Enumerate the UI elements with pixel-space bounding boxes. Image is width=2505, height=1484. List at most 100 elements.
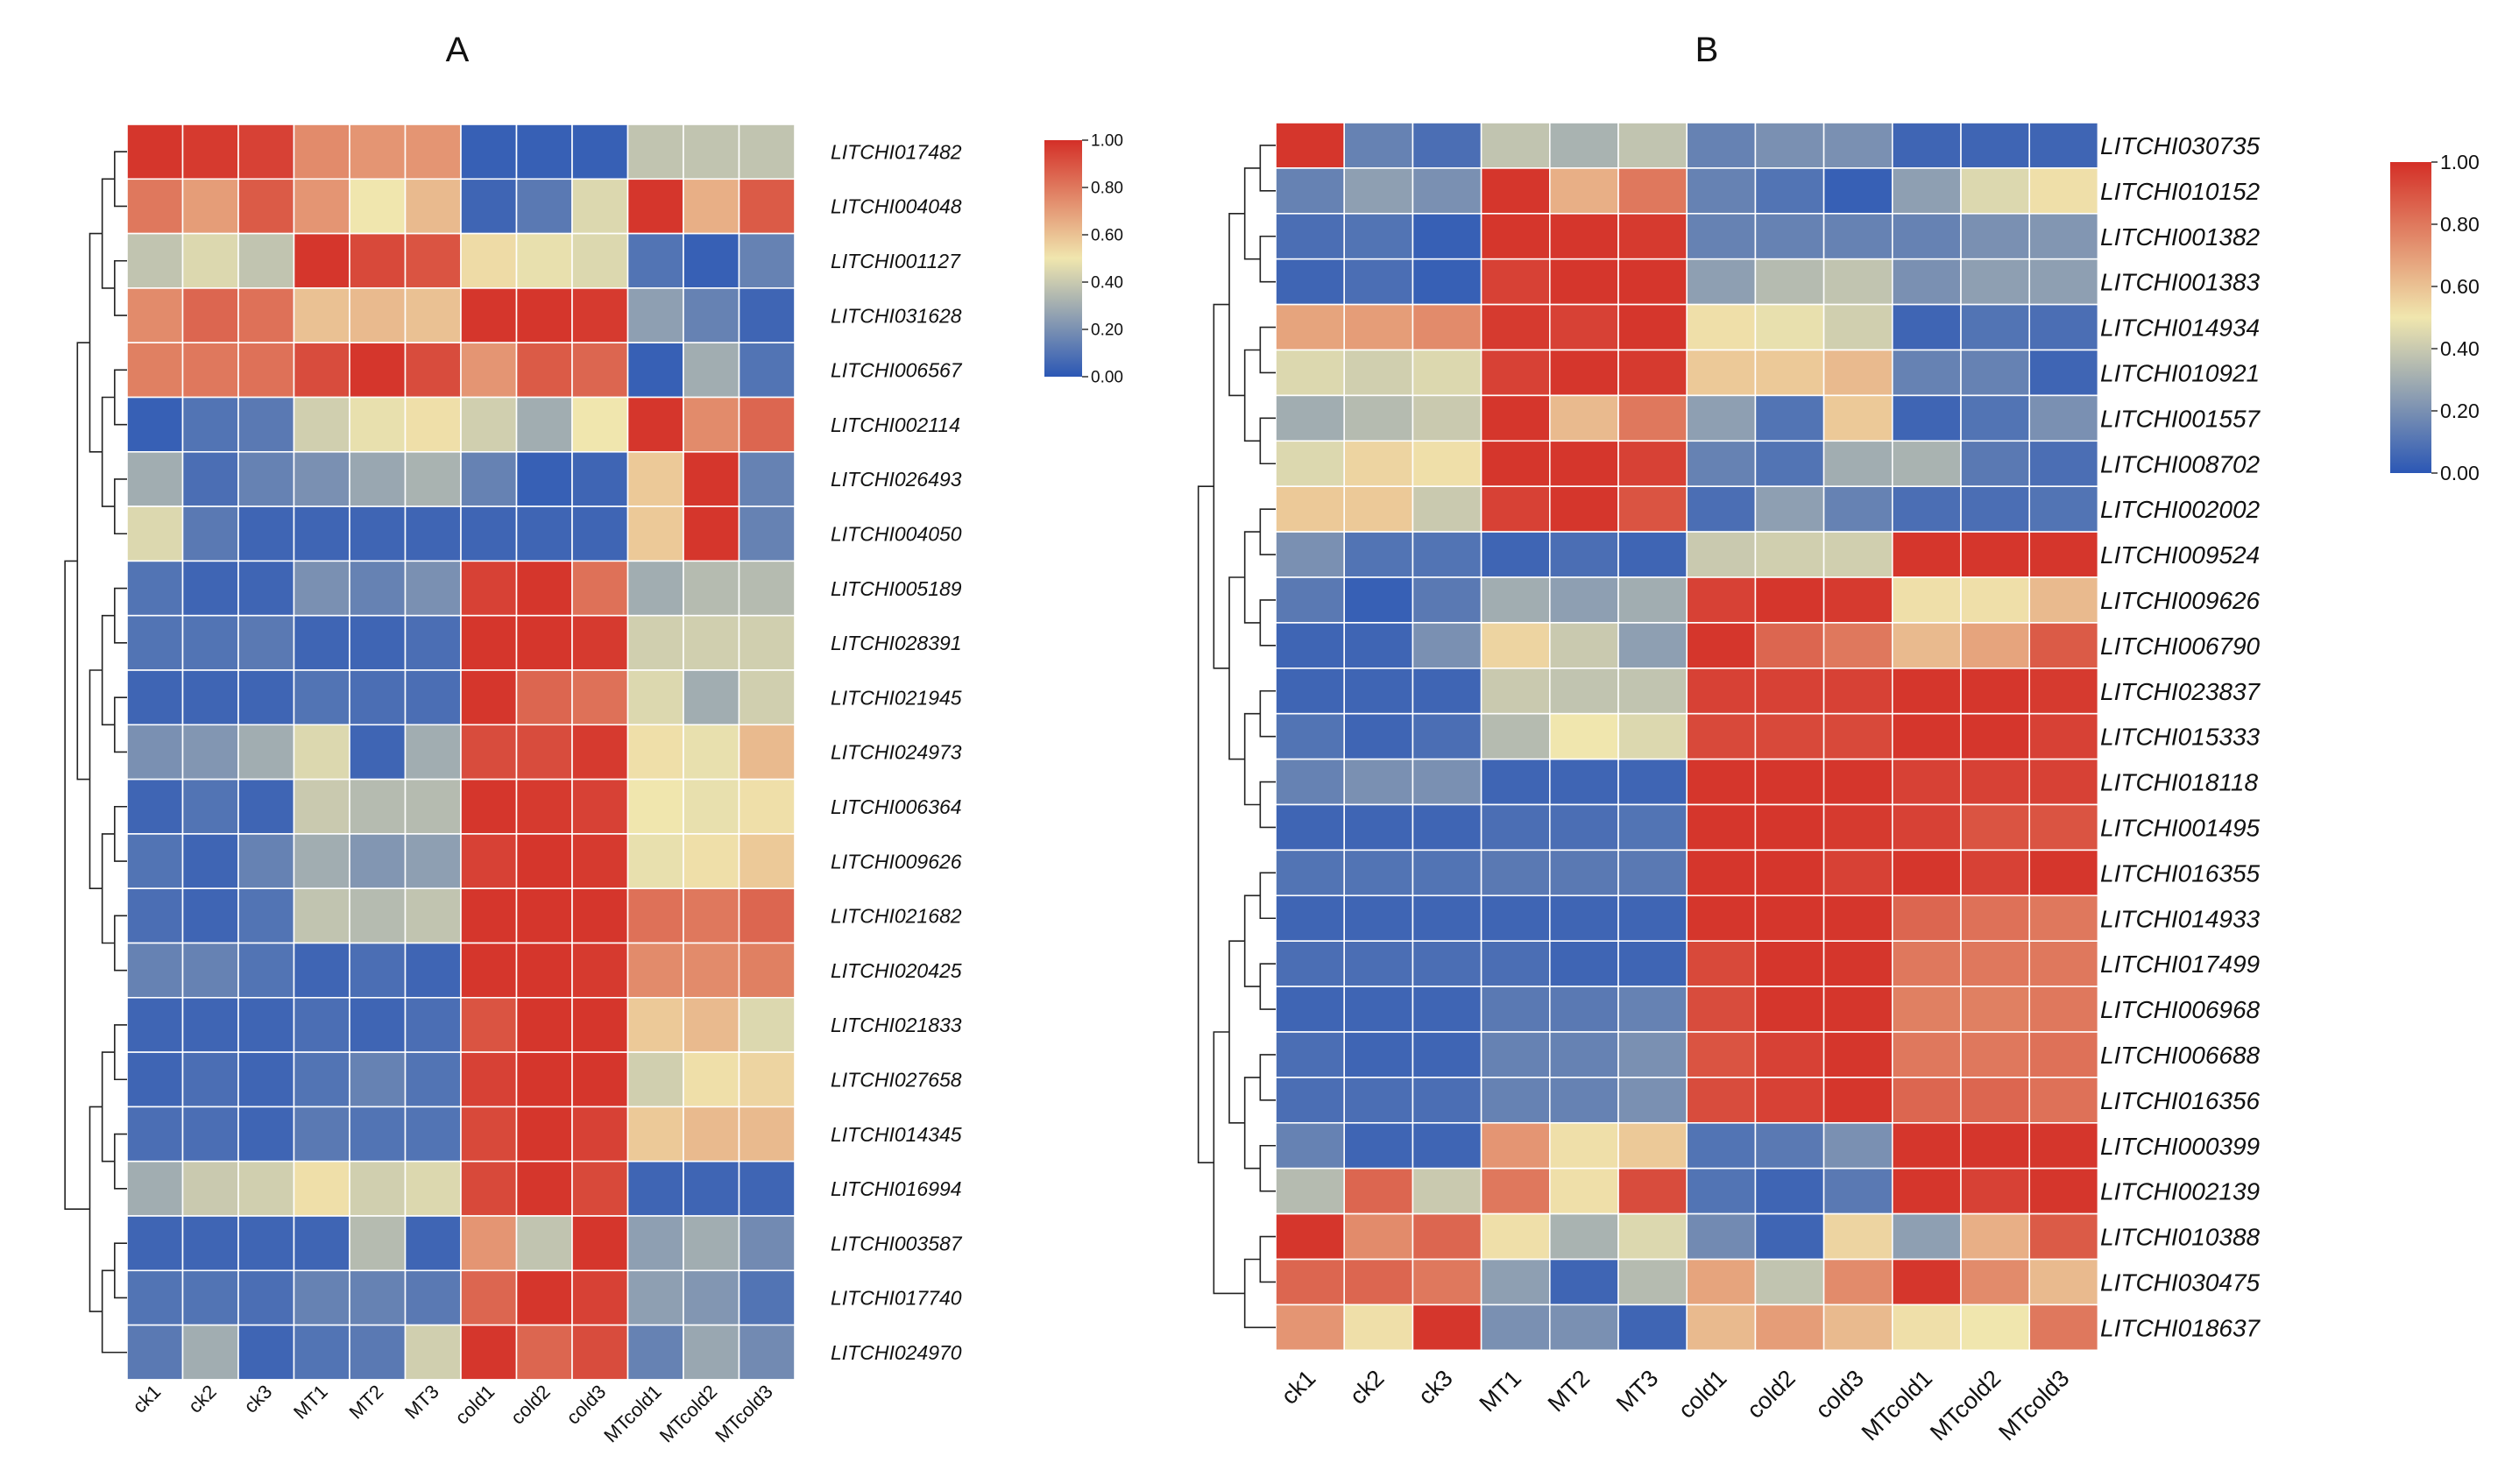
- heatmap-cell: [1275, 1167, 1345, 1215]
- heatmap-cell: [1343, 712, 1414, 760]
- heatmap-cell: [404, 450, 462, 507]
- heatmap-cell: [571, 669, 629, 726]
- heatmap-cell: [1892, 1304, 1962, 1352]
- heatmap-cell: [181, 287, 239, 343]
- heatmap-cell: [1480, 167, 1551, 215]
- heatmap-cell: [1960, 622, 2030, 669]
- colorbar-tick-label: 0.00: [2440, 462, 2480, 484]
- heatmap-cell: [1822, 712, 1893, 760]
- heatmap-cell: [1754, 803, 1825, 852]
- heatmap-cell: [1412, 667, 1482, 715]
- heatmap-cell: [683, 1051, 740, 1108]
- row-label: LITCHI002114: [831, 413, 960, 436]
- heatmap-cell: [237, 560, 295, 617]
- heatmap-cell: [571, 1051, 629, 1108]
- colorbar-tick-label: 0.00: [1091, 369, 1123, 387]
- heatmap-cell: [626, 232, 684, 289]
- heatmap-cell: [1480, 894, 1551, 942]
- heatmap-cell: [683, 232, 740, 289]
- heatmap-cell: [349, 669, 407, 726]
- heatmap-cell: [404, 124, 462, 180]
- heatmap-cell: [1549, 1031, 1619, 1078]
- heatmap-cell: [2028, 122, 2099, 169]
- heatmap-cell: [237, 232, 295, 289]
- heatmap-cell: [293, 178, 350, 235]
- heatmap-cell: [738, 505, 796, 562]
- heatmap-cell: [1480, 803, 1551, 852]
- heatmap-cell: [1275, 849, 1345, 897]
- heatmap-cell: [626, 724, 684, 781]
- heatmap-cell: [1275, 485, 1345, 533]
- heatmap-cell: [1686, 1031, 1757, 1078]
- heatmap-cell: [1412, 213, 1482, 260]
- heatmap-cell: [2028, 485, 2099, 533]
- heatmap-cell: [1960, 1212, 2030, 1261]
- heatmap-cell: [349, 505, 407, 562]
- heatmap-cell: [2028, 758, 2099, 806]
- panel-label: A: [446, 31, 470, 69]
- heatmap-cell: [1549, 667, 1619, 715]
- heatmap-cell: [683, 1160, 740, 1217]
- row-label: LITCHI001127: [831, 250, 961, 272]
- heatmap-cell: [181, 1106, 239, 1162]
- heatmap-cell: [1480, 1212, 1551, 1261]
- heatmap-cell: [1275, 303, 1345, 351]
- heatmap-cell: [460, 669, 518, 726]
- heatmap-cell: [293, 450, 350, 507]
- heatmap-cell: [1754, 213, 1825, 260]
- heatmap-cell: [181, 833, 239, 890]
- heatmap-cell: [1412, 349, 1482, 397]
- heatmap-cell: [460, 505, 518, 562]
- heatmap-panel-a: A LITCHI017482 LITCHI004048 LITCHI001127 LIT…: [64, 31, 1123, 1446]
- heatmap-cell: [404, 942, 462, 999]
- heatmap-cell: [1412, 303, 1482, 351]
- row-label: LITCHI009626: [831, 850, 962, 873]
- heatmap-cell: [2028, 667, 2099, 715]
- heatmap-cell: [683, 124, 740, 180]
- heatmap-cell: [1892, 803, 1962, 852]
- heatmap-cell: [1686, 531, 1757, 578]
- heatmap-cell: [460, 778, 518, 835]
- heatmap-cell: [1480, 712, 1551, 760]
- heatmap-cell: [1822, 303, 1893, 351]
- heatmap-cell: [1822, 1258, 1893, 1306]
- heatmap-cell: [1412, 122, 1482, 169]
- heatmap-cell: [1822, 122, 1893, 169]
- heatmap-cell: [738, 1215, 796, 1272]
- heatmap-cell: [404, 1269, 462, 1326]
- heatmap-cell: [515, 505, 573, 562]
- row-label: LITCHI017740: [831, 1287, 962, 1310]
- heatmap-cell: [1549, 1258, 1619, 1306]
- heatmap-cell: [571, 342, 629, 399]
- colorbar-tick-label: 1.00: [2440, 151, 2480, 173]
- row-label: LITCHI027658: [831, 1069, 962, 1092]
- heatmap-cell: [1412, 167, 1482, 215]
- heatmap-cell: [1549, 849, 1619, 897]
- heatmap-cell: [1412, 894, 1482, 942]
- heatmap-cell: [1960, 894, 2030, 942]
- heatmap-cell: [1275, 758, 1345, 806]
- heatmap-cell: [1412, 849, 1482, 897]
- heatmap-cell: [1754, 440, 1825, 487]
- heatmap-cell: [460, 178, 518, 235]
- heatmap-cell: [1549, 1304, 1619, 1352]
- heatmap-cell: [460, 124, 518, 180]
- heatmap-cell: [1960, 167, 2030, 215]
- heatmap-cell: [460, 450, 518, 507]
- dendrogram-branch: [101, 178, 115, 289]
- heatmap-cell: [126, 178, 184, 235]
- heatmap-cell: [1754, 1212, 1825, 1261]
- heatmap-cell: [1549, 485, 1619, 533]
- heatmap-cell: [626, 1160, 684, 1217]
- row-label: LITCHI001383: [2100, 269, 2261, 296]
- heatmap-cell: [1549, 531, 1619, 578]
- heatmap-cell: [571, 1324, 629, 1381]
- heatmap-cell: [2028, 1304, 2099, 1352]
- heatmap-cell: [1617, 394, 1688, 442]
- heatmap-cell: [237, 1269, 295, 1326]
- heatmap-cell: [515, 1106, 573, 1162]
- row-label: LITCHI028391: [831, 632, 962, 654]
- heatmap-cell: [1960, 303, 2030, 351]
- heatmap-cell: [1412, 1212, 1482, 1261]
